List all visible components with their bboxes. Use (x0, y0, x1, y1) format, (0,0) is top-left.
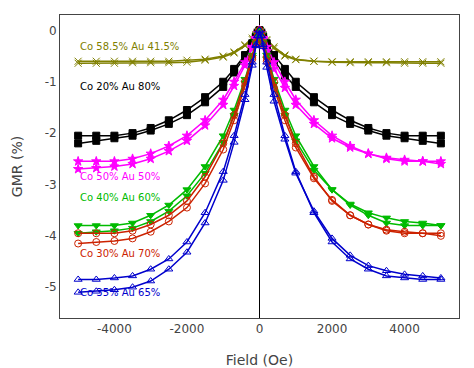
svg-text:Co 40% Au 60%: Co 40% Au 60% (80, 192, 160, 203)
svg-text:GMR (%): GMR (%) (9, 136, 25, 197)
svg-text:0: 0 (49, 24, 57, 38)
svg-text:0: 0 (256, 322, 264, 336)
svg-text:-5: -5 (45, 280, 57, 294)
svg-text:-2: -2 (45, 126, 57, 140)
svg-text:Co 20% Au 80%: Co 20% Au 80% (80, 81, 160, 92)
svg-text:-4000: -4000 (97, 322, 132, 336)
svg-text:2000: 2000 (317, 322, 348, 336)
svg-text:Co 58.5% Au 41.5%: Co 58.5% Au 41.5% (80, 41, 179, 52)
svg-text:Co 35% Au 65%: Co 35% Au 65% (80, 287, 160, 298)
svg-text:4000: 4000 (389, 322, 420, 336)
svg-text:-1: -1 (45, 75, 57, 89)
svg-text:-3: -3 (45, 178, 57, 192)
svg-text:-4: -4 (45, 229, 57, 243)
svg-text:-2000: -2000 (170, 322, 205, 336)
svg-text:Co 30% Au 70%: Co 30% Au 70% (80, 248, 160, 259)
svg-text:Co 50% Au 50%: Co 50% Au 50% (80, 171, 160, 182)
svg-text:Field (Oe): Field (Oe) (226, 352, 293, 368)
